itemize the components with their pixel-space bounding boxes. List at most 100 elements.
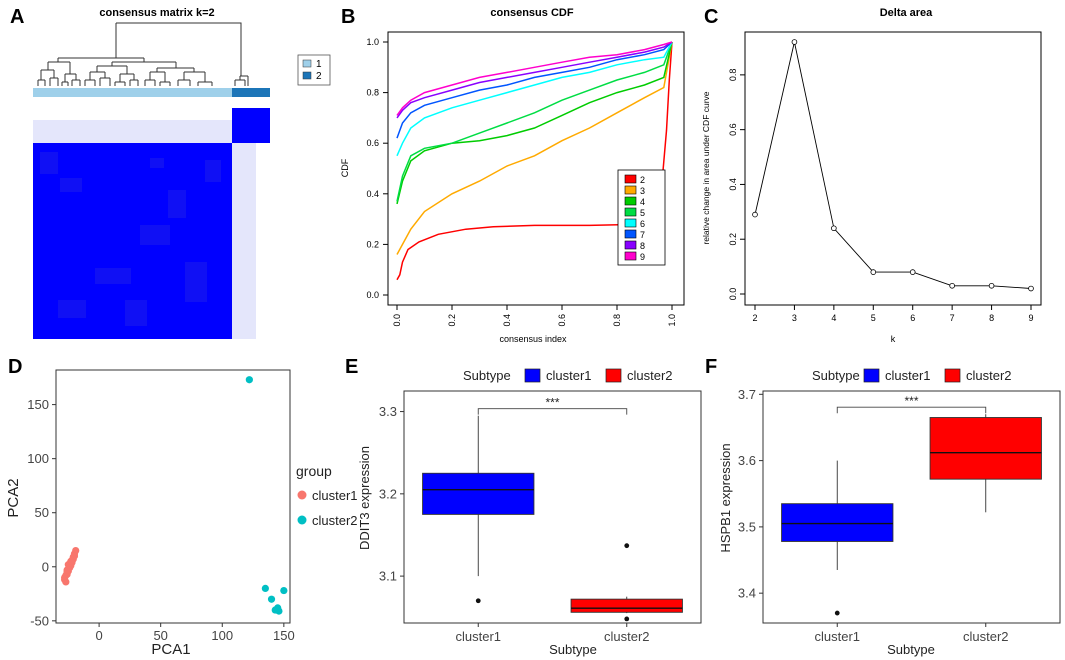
pca-xlabel: PCA1 [151,641,190,658]
hspb1-xlabel: Subtype [887,642,935,657]
pca-point-cluster1 [67,557,75,565]
heatmap-texture-cell [95,268,131,284]
hspb1-x-tick-label: cluster2 [963,629,1009,644]
dendrogram [37,22,249,86]
cdf-x-tick-label: 0.8 [612,314,622,327]
delta-y-tick-label: 0.6 [728,123,738,136]
ddit3-legend-label-cluster1: cluster1 [546,368,592,383]
cdf-legend-label-k5: 5 [640,208,645,218]
cdf-xlabel: consensus index [499,334,567,344]
heatmap-legend-box [297,54,331,86]
hspb1-y-tick-label: 3.6 [738,453,756,468]
delta-point [870,269,877,275]
heatmap-texture-cell [125,300,147,326]
hspb1-box-cluster1 [781,503,894,542]
cdf-legend-label-k7: 7 [640,230,645,240]
cdf-x-tick-label: 0.4 [502,314,512,327]
ddit3-boxplot: Subtype cluster1 cluster2 3.1 3.2 3.3 clust… [357,368,702,657]
panel-letter-b: B [341,6,355,28]
consensus-matrix-heatmap: consensus matrix k=2 1 2 [33,7,331,339]
delta-title: Delta area [880,7,933,19]
ddit3-legend-label-cluster2: cluster2 [627,368,673,383]
cdf-line-k3 [396,41,673,255]
cdf-legend-swatch-k5 [624,207,637,217]
cdf-plot-frame [387,31,685,306]
ddit3-x-tick-label: cluster1 [455,629,501,644]
cdf-y-tick-label: 0.8 [366,88,379,98]
panel-letter-e: E [345,356,358,378]
pca-point-cluster1 [70,552,79,560]
cluster1-annotation-bar [33,88,232,97]
pca-point-cluster2 [280,586,288,595]
delta-x-tick-label: 7 [950,313,955,323]
pca-point-cluster2 [245,376,253,384]
legend-swatch-1 [302,59,312,68]
heatmap-texture-cell [140,225,170,245]
ddit3-y-tick-label: 3.2 [379,486,397,501]
heatmap-cells [33,108,270,339]
legend-swatch-2 [302,71,312,80]
cdf-y-tick-label: 0.6 [366,138,379,148]
hspb1-ylabel: HSPB1 expression [718,443,733,552]
cdf-line-k2 [396,41,673,281]
delta-y-tick-label: 0.4 [728,178,738,191]
ddit3-outlier [624,616,630,622]
delta-xlabel: k [891,334,896,344]
heatmap-title: consensus matrix k=2 [99,7,214,19]
delta-y-tick-label: 0.8 [728,69,738,82]
delta-y-tick-label: 0.0 [728,288,738,301]
ddit3-x-tick-label: cluster2 [604,629,650,644]
legend-label-2: 2 [316,71,322,82]
ddit3-outlier [624,543,630,549]
ddit3-significance-label: *** [545,396,559,410]
pca-scatter-chart: 0 50 100 150 -50 0 50 100 150 PCA1 PCA2 group cl… [5,369,358,658]
hspb1-legend-label-cluster1: cluster1 [885,368,931,383]
delta-plot-frame [744,31,1042,306]
cdf-y-tick-label: 0.2 [366,239,379,249]
heatmap-texture-cell [40,152,58,174]
cluster2-annotation-bar [232,88,270,97]
ddit3-box-cluster1 [422,472,535,515]
ddit3-box-cluster2 [570,598,683,613]
delta-ylabel: relative change in area under CDF curve [701,91,711,244]
hspb1-legend-swatch-cluster1 [863,368,880,383]
legend-label-1: 1 [316,59,322,70]
delta-x-tick-label: 4 [831,313,836,323]
heatmap-texture-cell [205,160,221,182]
delta-point [791,39,798,45]
delta-point [831,225,837,232]
pca-y-tick-label: 150 [27,397,49,412]
hspb1-y-tick-label: 3.7 [738,387,756,402]
ddit3-xlabel: Subtype [549,642,597,657]
ddit3-legend-swatch-cluster1 [524,368,541,383]
pca-y-tick-label: 50 [35,505,49,520]
delta-point [909,269,916,275]
ddit3-significance-bracket [477,408,628,415]
cdf-y-tick-label: 1.0 [366,37,379,47]
delta-point [752,211,758,218]
cdf-x-tick-label: 0.6 [557,314,567,327]
cdf-legend-swatch-k2 [624,174,637,184]
pca-plot-frame [55,369,291,624]
ddit3-y-tick-label: 3.3 [379,404,397,419]
cdf-legend-label-k8: 8 [640,241,645,251]
cdf-x-tick-label: 1.0 [667,314,677,327]
pca-ylabel: PCA2 [5,478,22,517]
cdf-line-k4 [396,41,673,205]
cdf-legend-swatch-k4 [624,196,637,206]
ddit3-legend-title: Subtype [463,368,511,383]
consensus-cdf-chart: consensus CDF 0.0 0.2 0.4 0.6 0.8 1.0 0.0 0.2 0.… [340,7,685,344]
pca-legend-swatch-cluster1 [297,490,307,500]
pca-y-tick-label: 100 [27,451,49,466]
pca-point-cluster1 [63,566,71,574]
hspb1-boxplot: Subtype cluster1 cluster2 3.4 3.5 3.6 3.7 cl… [718,368,1061,657]
pca-x-tick-label: 100 [211,628,233,643]
hspb1-significance-bracket [836,406,987,414]
cdf-legend-label-k2: 2 [640,175,645,185]
cdf-line-k7 [396,41,673,139]
pca-legend-label-cluster2: cluster2 [312,513,358,528]
delta-x-tick-label: 2 [752,313,757,323]
pca-y-tick-label: 0 [42,559,49,574]
cdf-legend-swatch-k9 [624,251,637,261]
